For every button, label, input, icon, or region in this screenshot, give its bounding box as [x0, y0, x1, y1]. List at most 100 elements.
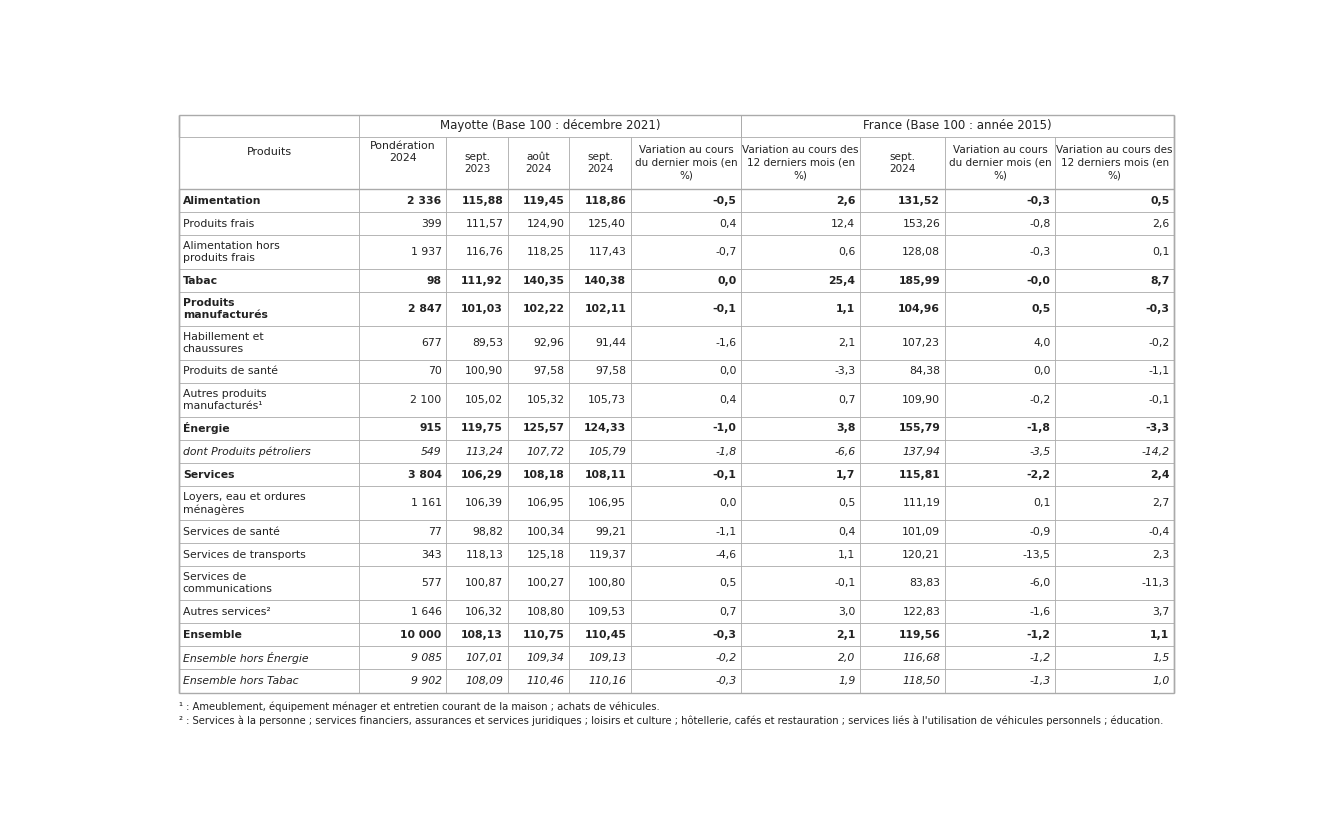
Text: 115,81: 115,81 — [899, 470, 940, 480]
Text: 106,95: 106,95 — [527, 499, 565, 508]
Text: 70: 70 — [428, 367, 442, 377]
Text: Variation au cours
du dernier mois (en
%): Variation au cours du dernier mois (en %… — [635, 145, 738, 180]
Text: Produits
manufacturés: Produits manufacturés — [183, 298, 268, 321]
Text: -1,2: -1,2 — [1027, 630, 1051, 639]
Text: -1,3: -1,3 — [1030, 676, 1051, 686]
Text: Ensemble: Ensemble — [183, 630, 242, 639]
Text: 119,37: 119,37 — [589, 550, 626, 559]
Text: 140,35: 140,35 — [523, 275, 565, 286]
Text: -0,5: -0,5 — [713, 195, 737, 205]
Text: 105,79: 105,79 — [589, 447, 626, 456]
Text: Pondération
2024: Pondération 2024 — [370, 141, 436, 163]
Text: 0,5: 0,5 — [1031, 304, 1051, 314]
Text: 101,09: 101,09 — [902, 527, 940, 536]
Text: 0,4: 0,4 — [838, 527, 855, 536]
Text: 105,32: 105,32 — [527, 395, 565, 405]
Text: -0,8: -0,8 — [1030, 218, 1051, 228]
Text: 110,75: 110,75 — [523, 630, 565, 639]
Text: 98,82: 98,82 — [473, 527, 503, 536]
Text: 100,27: 100,27 — [527, 578, 565, 588]
Text: 119,75: 119,75 — [461, 424, 503, 433]
Text: Autres produits
manufacturés¹: Autres produits manufacturés¹ — [183, 389, 267, 411]
Text: 97,58: 97,58 — [595, 367, 626, 377]
Text: 0,0: 0,0 — [719, 367, 737, 377]
Text: 108,13: 108,13 — [461, 630, 503, 639]
Text: -0,4: -0,4 — [1148, 527, 1170, 536]
Text: 0,5: 0,5 — [1150, 195, 1170, 205]
Text: 0,5: 0,5 — [719, 578, 737, 588]
Text: -14,2: -14,2 — [1142, 447, 1170, 456]
Text: -1,8: -1,8 — [715, 447, 737, 456]
Text: 118,25: 118,25 — [527, 247, 565, 257]
Text: 1,1: 1,1 — [836, 304, 855, 314]
Text: -0,2: -0,2 — [1148, 338, 1170, 348]
Text: 0,0: 0,0 — [717, 275, 737, 286]
Text: 105,02: 105,02 — [465, 395, 503, 405]
Text: 108,80: 108,80 — [527, 606, 565, 616]
Text: 2,1: 2,1 — [838, 338, 855, 348]
Text: 83,83: 83,83 — [909, 578, 940, 588]
Text: ² : Services à la personne ; services financiers, assurances et services juridiq: ² : Services à la personne ; services fi… — [180, 716, 1163, 726]
Text: -1,2: -1,2 — [1030, 653, 1051, 662]
Text: Habillement et
chaussures: Habillement et chaussures — [183, 332, 264, 354]
Text: -0,3: -0,3 — [715, 676, 737, 686]
Text: -3,3: -3,3 — [1146, 424, 1170, 433]
Text: 109,90: 109,90 — [902, 395, 940, 405]
Text: 116,68: 116,68 — [903, 653, 940, 662]
Text: Variation au cours
du dernier mois (en
%): Variation au cours du dernier mois (en %… — [949, 145, 1051, 180]
Text: -0,1: -0,1 — [1148, 395, 1170, 405]
Text: 124,90: 124,90 — [527, 218, 565, 228]
Text: 3,7: 3,7 — [1152, 606, 1170, 616]
Text: 124,33: 124,33 — [583, 424, 626, 433]
Text: 110,46: 110,46 — [527, 676, 565, 686]
Text: 137,94: 137,94 — [903, 447, 940, 456]
Text: 155,79: 155,79 — [899, 424, 940, 433]
Text: 0,7: 0,7 — [838, 395, 855, 405]
Text: 577: 577 — [421, 578, 442, 588]
Text: 98: 98 — [426, 275, 442, 286]
Text: -0,2: -0,2 — [715, 653, 737, 662]
Text: 125,57: 125,57 — [523, 424, 565, 433]
Text: 120,21: 120,21 — [903, 550, 940, 559]
Text: Services de santé: Services de santé — [183, 527, 280, 536]
Text: 119,56: 119,56 — [899, 630, 940, 639]
Text: 0,7: 0,7 — [719, 606, 737, 616]
Text: 3,8: 3,8 — [836, 424, 855, 433]
Text: 118,86: 118,86 — [585, 195, 626, 205]
Text: Tabac: Tabac — [183, 275, 218, 286]
Text: 2,7: 2,7 — [1152, 499, 1170, 508]
Text: 3 804: 3 804 — [408, 470, 442, 480]
Text: Alimentation: Alimentation — [183, 195, 261, 205]
Text: 111,19: 111,19 — [903, 499, 940, 508]
Text: -1,1: -1,1 — [1148, 367, 1170, 377]
Text: 1,1: 1,1 — [1150, 630, 1170, 639]
Text: -2,2: -2,2 — [1027, 470, 1051, 480]
Text: -0,1: -0,1 — [834, 578, 855, 588]
Text: 343: 343 — [421, 550, 442, 559]
Text: 101,03: 101,03 — [461, 304, 503, 314]
Text: 99,21: 99,21 — [595, 527, 626, 536]
Text: 107,01: 107,01 — [465, 653, 503, 662]
Text: Variation au cours des
12 derniers mois (en
%): Variation au cours des 12 derniers mois … — [742, 145, 859, 180]
Text: -11,3: -11,3 — [1142, 578, 1170, 588]
Text: 119,45: 119,45 — [523, 195, 565, 205]
Text: Énergie: Énergie — [183, 423, 230, 434]
Text: 100,90: 100,90 — [465, 367, 503, 377]
Text: 0,1: 0,1 — [1152, 247, 1170, 257]
Text: 0,4: 0,4 — [719, 218, 737, 228]
Text: Services de
communications: Services de communications — [183, 572, 273, 594]
Text: 77: 77 — [428, 527, 442, 536]
Text: Ensemble hors Tabac: Ensemble hors Tabac — [183, 676, 298, 686]
Text: 0,6: 0,6 — [838, 247, 855, 257]
Text: 106,95: 106,95 — [589, 499, 626, 508]
Text: 4,0: 4,0 — [1034, 338, 1051, 348]
Text: sept.
2024: sept. 2024 — [587, 152, 614, 174]
Text: -3,5: -3,5 — [1030, 447, 1051, 456]
Text: 1 161: 1 161 — [411, 499, 442, 508]
Text: 111,57: 111,57 — [465, 218, 503, 228]
Text: 2 100: 2 100 — [411, 395, 442, 405]
Text: 106,32: 106,32 — [465, 606, 503, 616]
Text: -1,0: -1,0 — [713, 424, 737, 433]
Text: 108,11: 108,11 — [585, 470, 626, 480]
Text: -6,6: -6,6 — [834, 447, 855, 456]
